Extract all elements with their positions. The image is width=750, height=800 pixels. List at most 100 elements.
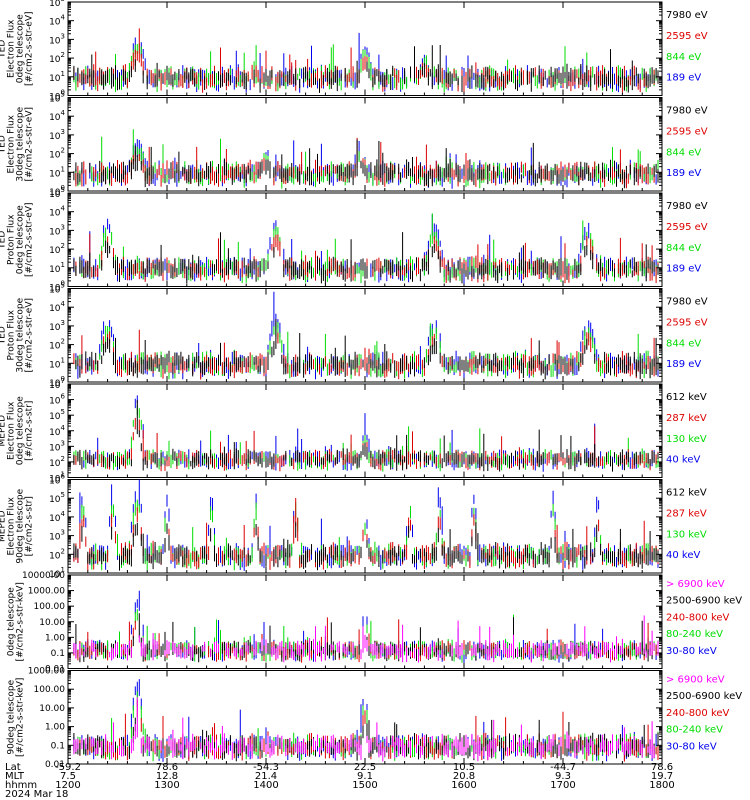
y-tick-label: 104 [49, 300, 65, 314]
series-trace-black [73, 139, 659, 189]
x-tick-label-hhmm: 1700 [550, 780, 575, 791]
x-tick-label-lat: 22.5 [354, 762, 376, 773]
y-tick-label: 0.1 [51, 741, 65, 751]
panel-7: 0.010.11.0010.00100.001000.0010000.000de… [7, 571, 743, 675]
y-tick-label: 0.01 [45, 760, 65, 770]
legend-entry: 30-80 keV [666, 741, 717, 752]
lat-row-label: Lat [5, 762, 21, 773]
legend-entry: 189 eV [666, 168, 701, 179]
y-axis-label-line: TED [0, 231, 8, 250]
y-tick-label: 101 [49, 165, 65, 179]
y-axis-label-line: Proton Flux [7, 309, 17, 360]
x-tick-label-hhmm: 1300 [154, 780, 179, 791]
series-trace-black [73, 522, 659, 571]
series-trace-magenta [73, 615, 659, 663]
legend-entry: 844 eV [666, 243, 701, 254]
y-tick-exponent: 0 [61, 89, 65, 97]
legend-entry: 612 keV [666, 392, 707, 403]
y-axis-label: TEDProton Flux30deg telescope[#/cm2-s-st… [0, 297, 35, 372]
y-tick-label: 105 [49, 0, 65, 9]
y-tick-label: 102 [49, 242, 65, 256]
legend-entry: 2595 eV [666, 126, 708, 137]
y-axis-label: TEDElectron Flux0deg telescope[#/cm2-s-s… [0, 11, 35, 86]
x-axis-labels: Lat MLT hhmm 2024 Mar 18 -59.2 78.6 -54.3 2… [5, 762, 675, 800]
series-trace-black [75, 319, 659, 380]
y-axis-label: TEDElectron Flux30deg telescope[#/cm2-s-… [0, 106, 35, 181]
legend-entry: 2500-6900 keV [666, 596, 742, 607]
legend-entry: 240-800 keV [666, 708, 730, 719]
y-tick-exponent: 0 [61, 184, 65, 192]
legend-entry: 2595 eV [666, 317, 708, 328]
y-tick-label: 104 [49, 424, 65, 438]
y-tick-label: 104 [49, 205, 65, 219]
x-tick-label-hhmm: 1500 [352, 780, 377, 791]
y-tick-exponent: 1 [61, 70, 65, 78]
y-tick-label: 1000.00 [28, 587, 65, 597]
y-tick-label: 103 [49, 223, 65, 237]
legend-entry: 7980 eV [666, 201, 708, 212]
y-axis-label-line: 0deg telescope [16, 205, 26, 275]
y-tick-exponent: 5 [61, 282, 65, 290]
x-tick-label-lat: 10.5 [453, 762, 475, 773]
y-axis-label: TEDProton Flux0deg telescope[#/cm2-s-str… [0, 202, 35, 277]
y-axis-label: MEPEDElectron Flux0deg telescope[#/cm2-s… [0, 396, 35, 466]
y-tick-label: 100.00 [34, 602, 66, 612]
x-tick-label-lat: -59.2 [55, 762, 81, 773]
y-tick-label: 106 [49, 393, 65, 407]
y-tick-exponent: 2 [61, 51, 65, 59]
mlt-row-label: MLT [5, 771, 25, 782]
y-axis-label-line: 30deg telescope [16, 297, 26, 372]
y-axis-label-line: MEPED [0, 415, 8, 447]
y-tick-label: 101 [49, 70, 65, 84]
y-tick-exponent: 3 [61, 529, 65, 537]
y-axis-label-line: 0deg telescope [16, 396, 26, 466]
y-tick-exponent: 4 [61, 205, 66, 213]
y-tick-exponent: 5 [61, 408, 65, 416]
legend-entry: 844 eV [666, 338, 701, 349]
y-axis-label-line: [#/cm2-s-str-eV] [25, 107, 35, 182]
x-tick-label-mlt: 12.8 [156, 771, 178, 782]
x-tick-label-mlt: 20.8 [453, 771, 475, 782]
series-trace-black [73, 232, 659, 285]
y-axis-label: MEPEDElectron Flux90deg telescope[#/cm2-… [0, 488, 35, 563]
x-tick-label-lat: -44.7 [550, 762, 576, 773]
x-tick-label-mlt: 21.4 [255, 771, 277, 782]
y-tick-exponent: 4 [61, 14, 66, 22]
y-axis-label-line: Electron Flux [7, 496, 17, 555]
legend-entry: 189 eV [666, 73, 701, 84]
y-tick-exponent: 1 [61, 471, 65, 479]
x-tick-label-mlt: 9.3 [555, 771, 571, 782]
y-tick-label: 102 [49, 338, 65, 352]
x-tick-label-hhmm: 1400 [253, 780, 278, 791]
legend-entry: 30-80 keV [666, 646, 717, 657]
legend-entry: 189 eV [666, 359, 701, 370]
y-axis-label-line: 90deg telescope [7, 679, 17, 754]
y-tick-label: 0.01 [45, 665, 65, 675]
y-axis-label-line: Proton Flux [7, 214, 17, 265]
y-tick-label: 10.00 [39, 618, 65, 628]
y-tick-exponent: 5 [61, 91, 65, 99]
x-tick-label-hhmm: 1600 [451, 780, 476, 791]
y-tick-exponent: 0 [61, 375, 65, 383]
y-tick-label: 101 [49, 356, 65, 370]
x-tick-label-mlt: 7.5 [60, 771, 76, 782]
y-tick-exponent: 2 [61, 338, 65, 346]
y-tick-exponent: 2 [61, 455, 65, 463]
y-axis-label-line: [#/cm2-s-str-eV] [25, 202, 35, 277]
series-trace-black [73, 400, 659, 472]
y-axis-label: 90deg telescope[#/cm2-s-str-keV] [7, 678, 26, 757]
y-tick-label: 1000.00 [28, 667, 65, 677]
y-tick-exponent: 4 [61, 109, 66, 117]
x-tick-label-mlt: 19.7 [651, 771, 673, 782]
y-axis-label-line: Electron Flux [7, 401, 17, 460]
y-axis-label-line: MEPED [0, 510, 8, 542]
y-tick-label: 105 [49, 408, 65, 422]
y-tick-label: 1.00 [45, 723, 65, 733]
y-axis-label-line: 0deg telescope [16, 14, 26, 84]
